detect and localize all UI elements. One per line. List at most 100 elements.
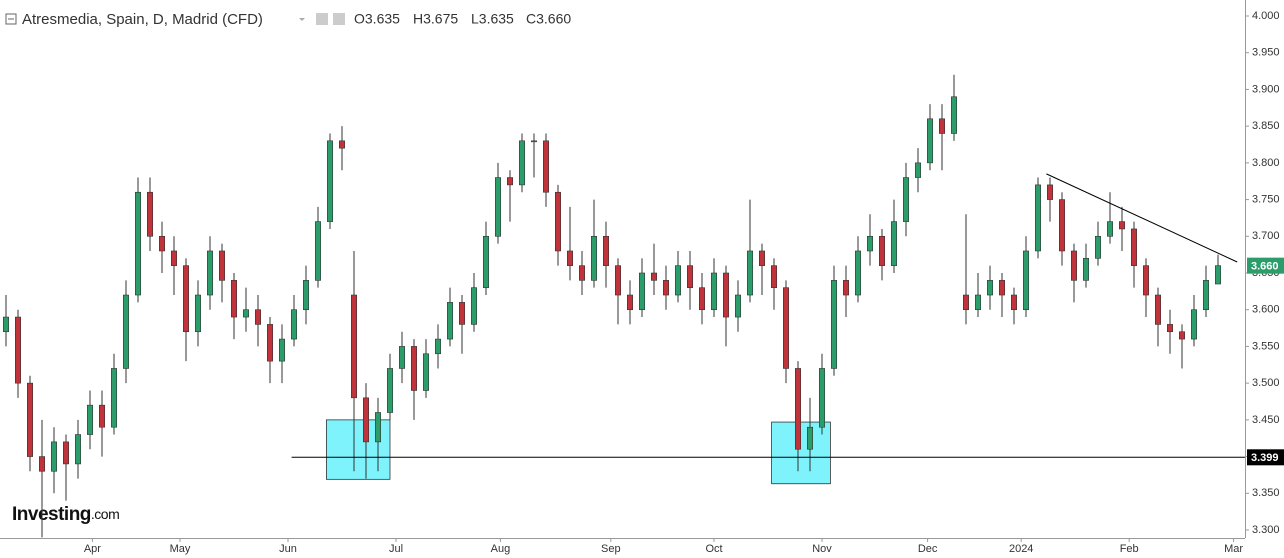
support-label: 3.399 [1251, 452, 1279, 464]
candle-body [1095, 235, 1102, 259]
candle-body [1083, 258, 1090, 281]
candle-body [195, 294, 202, 333]
candle-body [1107, 221, 1114, 237]
settings-icon[interactable] [316, 13, 328, 25]
candle-body [818, 368, 825, 428]
y-tick-label: 3.500 [1252, 377, 1280, 389]
candle-body [614, 265, 621, 296]
candle-body [135, 191, 142, 296]
chart-title: Atresmedia, Spain, D, Madrid (CFD) [22, 11, 263, 28]
candle-body [398, 346, 405, 369]
candle-body [50, 441, 57, 472]
legend-open: O3.635 [354, 11, 400, 27]
candle-body [578, 265, 585, 281]
y-tick-label: 3.850 [1252, 120, 1280, 132]
candle-body [123, 294, 130, 369]
x-tick-label: Dec [918, 543, 938, 555]
legend-close: C3.660 [526, 11, 571, 27]
y-tick-label: 4.000 [1252, 10, 1280, 22]
brand-logo: Investing.com [12, 504, 119, 525]
y-tick-label: 3.600 [1252, 304, 1280, 316]
candle-body [183, 265, 190, 333]
candle-body [38, 456, 45, 472]
candle-body [470, 287, 477, 325]
candle-body [446, 302, 453, 340]
candle-body [75, 434, 82, 465]
x-tick-label: 2024 [1009, 543, 1033, 555]
candle-body [542, 140, 549, 193]
legend-low: L3.635 [471, 11, 514, 27]
brand-name: Investing [12, 504, 91, 525]
y-tick-label: 3.300 [1252, 524, 1280, 536]
x-tick-label: Aug [491, 543, 511, 555]
candle-body [974, 294, 981, 311]
candle-body [830, 280, 837, 369]
candle-body [842, 280, 849, 296]
candle-body [782, 287, 789, 369]
candle-body [338, 140, 345, 149]
x-tick-label: Nov [812, 543, 832, 555]
x-tick-label: Oct [705, 543, 722, 555]
candle-body [638, 272, 645, 311]
candle-body [350, 294, 357, 399]
candle-body [231, 280, 238, 318]
candle-body [243, 309, 250, 318]
candle-body [159, 235, 166, 252]
candle-body [950, 96, 957, 134]
candle-body [87, 404, 94, 435]
candle-body [878, 235, 885, 266]
candle-body [1059, 199, 1066, 252]
candle-body [710, 272, 717, 311]
candle-body [662, 280, 669, 296]
candle-body [255, 309, 262, 325]
collapse-icon[interactable] [5, 13, 17, 25]
candle-body [722, 272, 729, 318]
candle-body [806, 426, 813, 450]
x-tick-label: Feb [1120, 543, 1139, 555]
candle-body [171, 250, 178, 266]
candle-body [1191, 309, 1198, 340]
candle-body [314, 221, 321, 281]
candle-body [1035, 184, 1042, 252]
candle-body [962, 294, 969, 311]
candle-body [626, 294, 633, 311]
x-tick-label: May [170, 543, 191, 555]
candle-body [207, 250, 214, 296]
brand-suffix: .com [91, 506, 119, 522]
y-tick-label: 3.900 [1252, 83, 1280, 95]
candle-body [302, 280, 309, 311]
x-tick-label: Jul [389, 543, 403, 555]
candle-body [1179, 331, 1186, 340]
candle-body [458, 302, 465, 325]
candle-body [674, 265, 681, 296]
candle-body [99, 404, 106, 428]
candle-body [362, 397, 369, 443]
candle-body [530, 140, 537, 143]
candle-body [290, 309, 297, 340]
candle-body [26, 382, 33, 457]
dropdown-arrow[interactable] [299, 18, 305, 21]
candle-body [374, 412, 381, 443]
candle-body [1071, 250, 1078, 281]
candle-body [590, 235, 597, 281]
x-tick-label: Sep [601, 543, 621, 555]
candle-body [434, 338, 441, 355]
candle-body [854, 250, 861, 296]
candle-body [494, 177, 501, 237]
trendline [1046, 173, 1238, 263]
y-tick-label: 3.700 [1252, 230, 1280, 242]
candle-body [1022, 250, 1029, 311]
settings-icon[interactable] [333, 13, 345, 25]
candle-body [794, 368, 801, 450]
candle-body [554, 191, 561, 252]
candle-body [902, 177, 909, 222]
candle-body [926, 118, 933, 164]
candle-body [518, 140, 525, 186]
candle-body [111, 368, 118, 428]
y-tick-label: 3.950 [1252, 47, 1280, 59]
candle-body [147, 191, 154, 237]
candle-body [938, 118, 945, 134]
candle-body [1155, 294, 1162, 325]
x-tick-label: Jun [279, 543, 297, 555]
candle-body [266, 324, 273, 362]
